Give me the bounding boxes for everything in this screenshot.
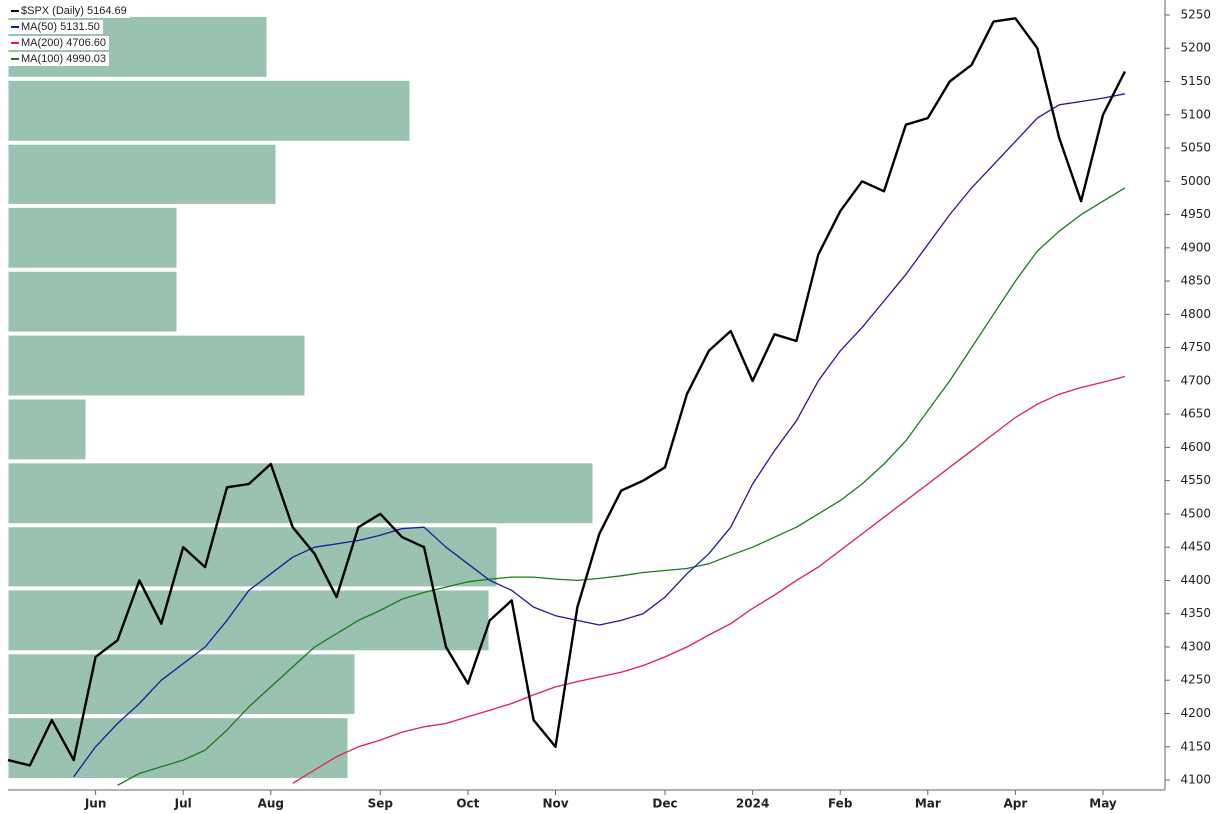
x-tick-label: Dec: [652, 797, 677, 811]
y-tick-label: 4450: [1180, 540, 1211, 554]
legend-bg: [8, 36, 109, 50]
series-line: [292, 375, 1126, 784]
x-tick-label: Sep: [368, 797, 394, 811]
y-tick-label: 4950: [1180, 207, 1211, 221]
y-tick-label: 5250: [1180, 7, 1211, 21]
x-tick-label: Nov: [542, 797, 568, 811]
legend-bg: [8, 52, 109, 66]
legend-label: MA(50) 5131.50: [21, 21, 100, 33]
y-tick-label: 4900: [1180, 240, 1211, 254]
y-tick-label: 4600: [1180, 440, 1211, 454]
x-tick-label: Apr: [1004, 797, 1028, 811]
y-tick-label: 4300: [1180, 639, 1211, 653]
y-tick-label: 5150: [1180, 74, 1211, 88]
legend-label: MA(200) 4706.60: [21, 37, 106, 49]
x-tick-label: May: [1089, 797, 1117, 811]
y-tick-label: 4200: [1180, 706, 1211, 720]
y-tick-label: 4750: [1180, 340, 1211, 354]
x-tick-label: Mar: [915, 797, 941, 811]
volume-bar: [7, 206, 178, 269]
y-tick-label: 4550: [1180, 473, 1211, 487]
y-tick-label: 4250: [1180, 673, 1211, 687]
volume-bar: [7, 143, 277, 205]
y-tick-label: 4350: [1180, 606, 1211, 620]
volume-bar: [7, 589, 490, 652]
volume-bar: [7, 334, 306, 397]
y-tick-label: 5100: [1180, 107, 1211, 121]
volume-bar: [7, 653, 356, 716]
x-tick-label: Feb: [828, 797, 853, 811]
y-tick-label: 4400: [1180, 573, 1211, 587]
y-tick-label: 4150: [1180, 739, 1211, 753]
volume-bar: [7, 717, 349, 780]
y-tick-label: 4500: [1180, 506, 1211, 520]
x-tick-label: Oct: [456, 797, 479, 811]
x-tick-label: 2024: [736, 797, 769, 811]
y-tick-label: 5000: [1180, 174, 1211, 188]
y-tick-label: 5050: [1180, 141, 1211, 155]
series-line: [117, 187, 1126, 786]
y-tick-label: 4700: [1180, 373, 1211, 387]
volume-bar: [7, 462, 594, 525]
legend-label: $SPX (Daily) 5164.69: [21, 5, 127, 17]
x-tick-label: Jul: [174, 797, 192, 811]
y-tick-label: 4850: [1180, 274, 1211, 288]
series-line: [73, 93, 1126, 778]
legend-label: MA(100) 4990.03: [21, 53, 106, 65]
series-line: [7, 17, 1126, 767]
y-tick-label: 5200: [1180, 41, 1211, 55]
x-tick-label: Aug: [258, 797, 284, 811]
volume-bar: [7, 79, 411, 142]
y-tick-label: 4650: [1180, 407, 1211, 421]
legend-bg: [8, 20, 103, 34]
volume-bar: [7, 526, 498, 588]
volume-bar: [7, 398, 87, 461]
volume-bar: [7, 270, 178, 333]
y-tick-label: 4800: [1180, 307, 1211, 321]
legend-bg: [8, 4, 130, 18]
x-tick-label: Jun: [84, 797, 107, 811]
y-tick-label: 4100: [1180, 773, 1211, 787]
